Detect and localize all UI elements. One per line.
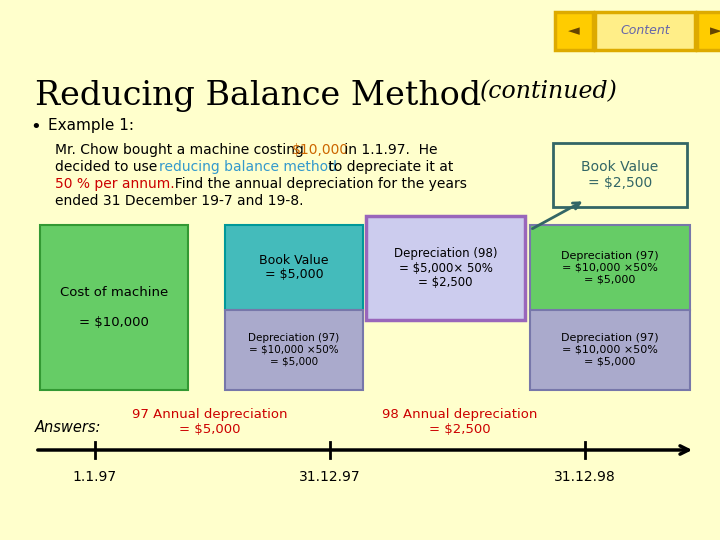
Text: Book Value
= $2,500: Book Value = $2,500: [581, 160, 659, 190]
Text: reducing balance method: reducing balance method: [159, 160, 337, 174]
Text: Answers:: Answers:: [35, 420, 102, 435]
Text: Cost of machine

= $10,000: Cost of machine = $10,000: [60, 286, 168, 329]
Text: Depreciation (97)
= $10,000 ×50%
= $5,000: Depreciation (97) = $10,000 ×50% = $5,00…: [561, 251, 659, 284]
Text: ended 31 December 19-7 and 19-8.: ended 31 December 19-7 and 19-8.: [55, 194, 304, 208]
Text: Depreciation (98)
= $5,000× 50%
= $2,500: Depreciation (98) = $5,000× 50% = $2,500: [394, 246, 498, 289]
FancyBboxPatch shape: [555, 12, 593, 50]
Text: 98 Annual depreciation
= $2,500: 98 Annual depreciation = $2,500: [382, 408, 538, 436]
Text: to depreciate it at: to depreciate it at: [324, 160, 454, 174]
FancyBboxPatch shape: [530, 225, 690, 310]
Text: ◄: ◄: [568, 24, 580, 38]
Text: Content: Content: [620, 24, 670, 37]
Text: ►: ►: [710, 24, 720, 38]
Text: 31.12.97: 31.12.97: [300, 470, 361, 484]
Text: Depreciation (97)
= $10,000 ×50%
= $5,000: Depreciation (97) = $10,000 ×50% = $5,00…: [248, 333, 340, 367]
Text: Reducing Balance Method: Reducing Balance Method: [35, 80, 481, 112]
Text: 97 Annual depreciation
= $5,000: 97 Annual depreciation = $5,000: [132, 408, 288, 436]
FancyBboxPatch shape: [530, 310, 690, 390]
Text: decided to use: decided to use: [55, 160, 161, 174]
Text: in 1.1.97.  He: in 1.1.97. He: [340, 143, 438, 157]
Text: 31.12.98: 31.12.98: [554, 470, 616, 484]
FancyBboxPatch shape: [40, 225, 188, 390]
FancyBboxPatch shape: [697, 12, 720, 50]
Text: (continued): (continued): [480, 80, 618, 103]
Text: Mr. Chow bought a machine costing: Mr. Chow bought a machine costing: [55, 143, 308, 157]
FancyBboxPatch shape: [595, 12, 695, 50]
Text: 1.1.97: 1.1.97: [73, 470, 117, 484]
Text: Depreciation (97)
= $10,000 ×50%
= $5,000: Depreciation (97) = $10,000 ×50% = $5,00…: [561, 333, 659, 367]
FancyBboxPatch shape: [553, 143, 687, 207]
Text: •: •: [30, 118, 41, 136]
FancyBboxPatch shape: [366, 216, 525, 320]
Text: Example 1:: Example 1:: [48, 118, 134, 133]
Text: Find the annual depreciation for the years: Find the annual depreciation for the yea…: [166, 177, 467, 191]
FancyBboxPatch shape: [225, 225, 363, 310]
FancyBboxPatch shape: [225, 310, 363, 390]
Text: Book Value
= $5,000: Book Value = $5,000: [259, 253, 329, 281]
Text: $10,000: $10,000: [292, 143, 349, 157]
Text: 50 % per annum.: 50 % per annum.: [55, 177, 175, 191]
